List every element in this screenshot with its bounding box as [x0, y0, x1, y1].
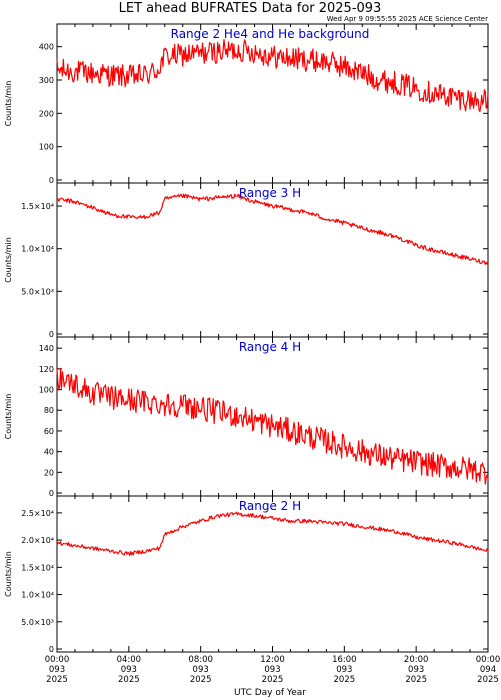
y-tick-label: 120 — [39, 365, 54, 374]
y-axis-label: Counts/min — [4, 81, 13, 127]
y-tick-label: 2.0×10⁴ — [21, 536, 54, 545]
x-tick-label: 2025 — [118, 675, 140, 685]
plot-frame — [56, 495, 489, 653]
x-tick-label: 093 — [264, 665, 280, 675]
y-tick-label: 140 — [39, 344, 54, 353]
y-tick-label: 100 — [39, 386, 54, 395]
x-tick-label: 2025 — [334, 675, 356, 685]
x-tick-label: 093 — [121, 665, 137, 675]
x-tick-label: 2025 — [405, 675, 427, 685]
y-tick-label: 0 — [49, 330, 54, 339]
y-tick-label: 400 — [39, 43, 54, 52]
x-tick-label: 20:00 — [404, 655, 429, 665]
y-tick-label: 0 — [49, 645, 54, 654]
y-tick-label: 60 — [44, 427, 54, 436]
y-tick-label: 5.0×10³ — [21, 618, 54, 627]
y-axis-label: Counts/min — [4, 551, 13, 597]
y-tick-label: 40 — [44, 448, 54, 457]
panel-label: Range 3 H — [239, 186, 301, 200]
y-axis-label: Counts/min — [4, 394, 13, 440]
y-tick-label: 100 — [39, 143, 54, 152]
x-tick-label: 093 — [49, 665, 65, 675]
y-tick-label: 1.0×10⁴ — [21, 591, 54, 600]
x-tick-label: 08:00 — [188, 655, 213, 665]
y-tick-label: 1.5×10⁴ — [21, 202, 54, 211]
y-tick-label: 1.0×10⁴ — [21, 245, 54, 254]
x-tick-label: 2025 — [262, 675, 284, 685]
plot-frame — [56, 336, 489, 497]
x-tick-label: 094 — [480, 665, 496, 675]
y-tick-label: 0 — [49, 489, 54, 498]
x-tick-label: 12:00 — [260, 655, 285, 665]
y-tick-label: 2.5×10⁴ — [21, 509, 54, 518]
x-tick-label: 04:00 — [117, 655, 142, 665]
x-tick-label: 16:00 — [332, 655, 357, 665]
panel-label: Range 2 H — [239, 499, 301, 513]
y-tick-label: 200 — [39, 109, 54, 118]
x-axis-label: UTC Day of Year — [234, 688, 306, 698]
chart-title: LET ahead BUFRATES Data for 2025-093 — [119, 1, 382, 16]
series-line — [56, 193, 489, 266]
y-tick-label: 80 — [44, 406, 54, 415]
x-tick-label: 2025 — [190, 675, 212, 685]
panel-label: Range 2 He4 and He background — [171, 27, 370, 41]
x-tick-label: 2025 — [477, 675, 499, 685]
y-tick-label: 20 — [44, 468, 54, 477]
x-tick-label: 00:00 — [45, 655, 70, 665]
x-tick-label: 093 — [408, 665, 424, 675]
series-line — [56, 38, 489, 113]
x-tick-label: 093 — [193, 665, 209, 675]
series-line — [56, 367, 489, 485]
x-tick-label: 2025 — [46, 675, 68, 685]
series-line — [56, 511, 489, 557]
panel-label: Range 4 H — [239, 340, 301, 354]
x-tick-label: 093 — [336, 665, 352, 675]
plot-frame — [56, 23, 489, 184]
y-tick-label: 0 — [49, 176, 54, 185]
timestamp-label: Wed Apr 9 09:55:55 2025 ACE Science Cent… — [327, 15, 488, 23]
y-tick-label: 300 — [39, 76, 54, 85]
x-tick-label: 00:00 — [476, 655, 501, 665]
y-tick-label: 5.0×10³ — [21, 287, 54, 296]
y-axis-label: Counts/min — [4, 237, 13, 283]
y-tick-label: 1.5×10⁴ — [21, 563, 54, 572]
